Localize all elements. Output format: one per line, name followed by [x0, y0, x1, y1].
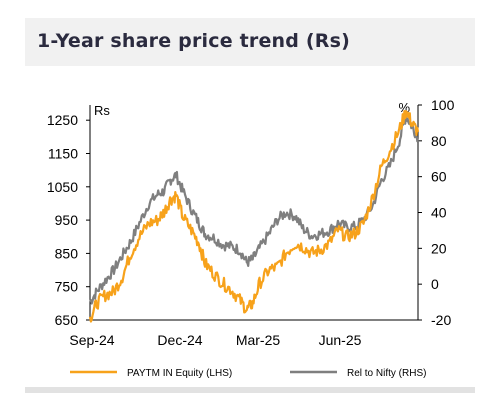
legend-label-rel-to-nifty: Rel to Nifty (RHS) — [347, 368, 426, 379]
legend-label-paytm: PAYTM IN Equity (LHS) — [127, 368, 232, 379]
right-axis-tick-label: 100 — [431, 97, 455, 113]
right-axis-tick-label: -20 — [431, 312, 451, 328]
right-axis-tick-label: 80 — [431, 133, 447, 149]
bottom-divider — [25, 387, 475, 393]
left-axis-tick-label: 1250 — [47, 112, 78, 128]
chart-title: 1-Year share price trend (Rs) — [37, 30, 350, 52]
chart-lines — [88, 110, 420, 323]
left-axis-tick-label: 750 — [55, 279, 79, 295]
title-bar: 1-Year share price trend (Rs) — [25, 18, 475, 66]
left-axis-tick-label: 1050 — [47, 179, 78, 195]
left-axis-tick-label: 850 — [55, 245, 79, 261]
right-axis-tick-label: 0 — [431, 276, 439, 292]
left-axis-tick-label: 650 — [55, 312, 79, 328]
x-axis-tick-label: Dec-24 — [157, 332, 202, 348]
left-axis-tick-label: 1150 — [48, 146, 78, 162]
x-axis-tick-label: Jun-25 — [319, 332, 362, 348]
x-axis-tick-label: Mar-25 — [236, 332, 281, 348]
right-axis-tick-label: 20 — [431, 240, 447, 256]
chart-axes: 650 750 850 950 1050 1150 1250 Rs -20 0 20 40 60 80 10… — [47, 97, 455, 348]
right-axis-tick-label: 40 — [431, 205, 447, 221]
right-axis-unit: % — [398, 100, 410, 115]
left-axis-tick-label: 950 — [55, 212, 79, 228]
series-line-paytm — [88, 110, 420, 323]
right-axis-tick-label: 60 — [431, 169, 447, 185]
x-axis-tick-label: Sep-24 — [69, 332, 114, 348]
left-axis-unit: Rs — [94, 103, 110, 118]
chart-legend: PAYTM IN Equity (LHS) Rel to Nifty (RHS) — [70, 368, 426, 379]
